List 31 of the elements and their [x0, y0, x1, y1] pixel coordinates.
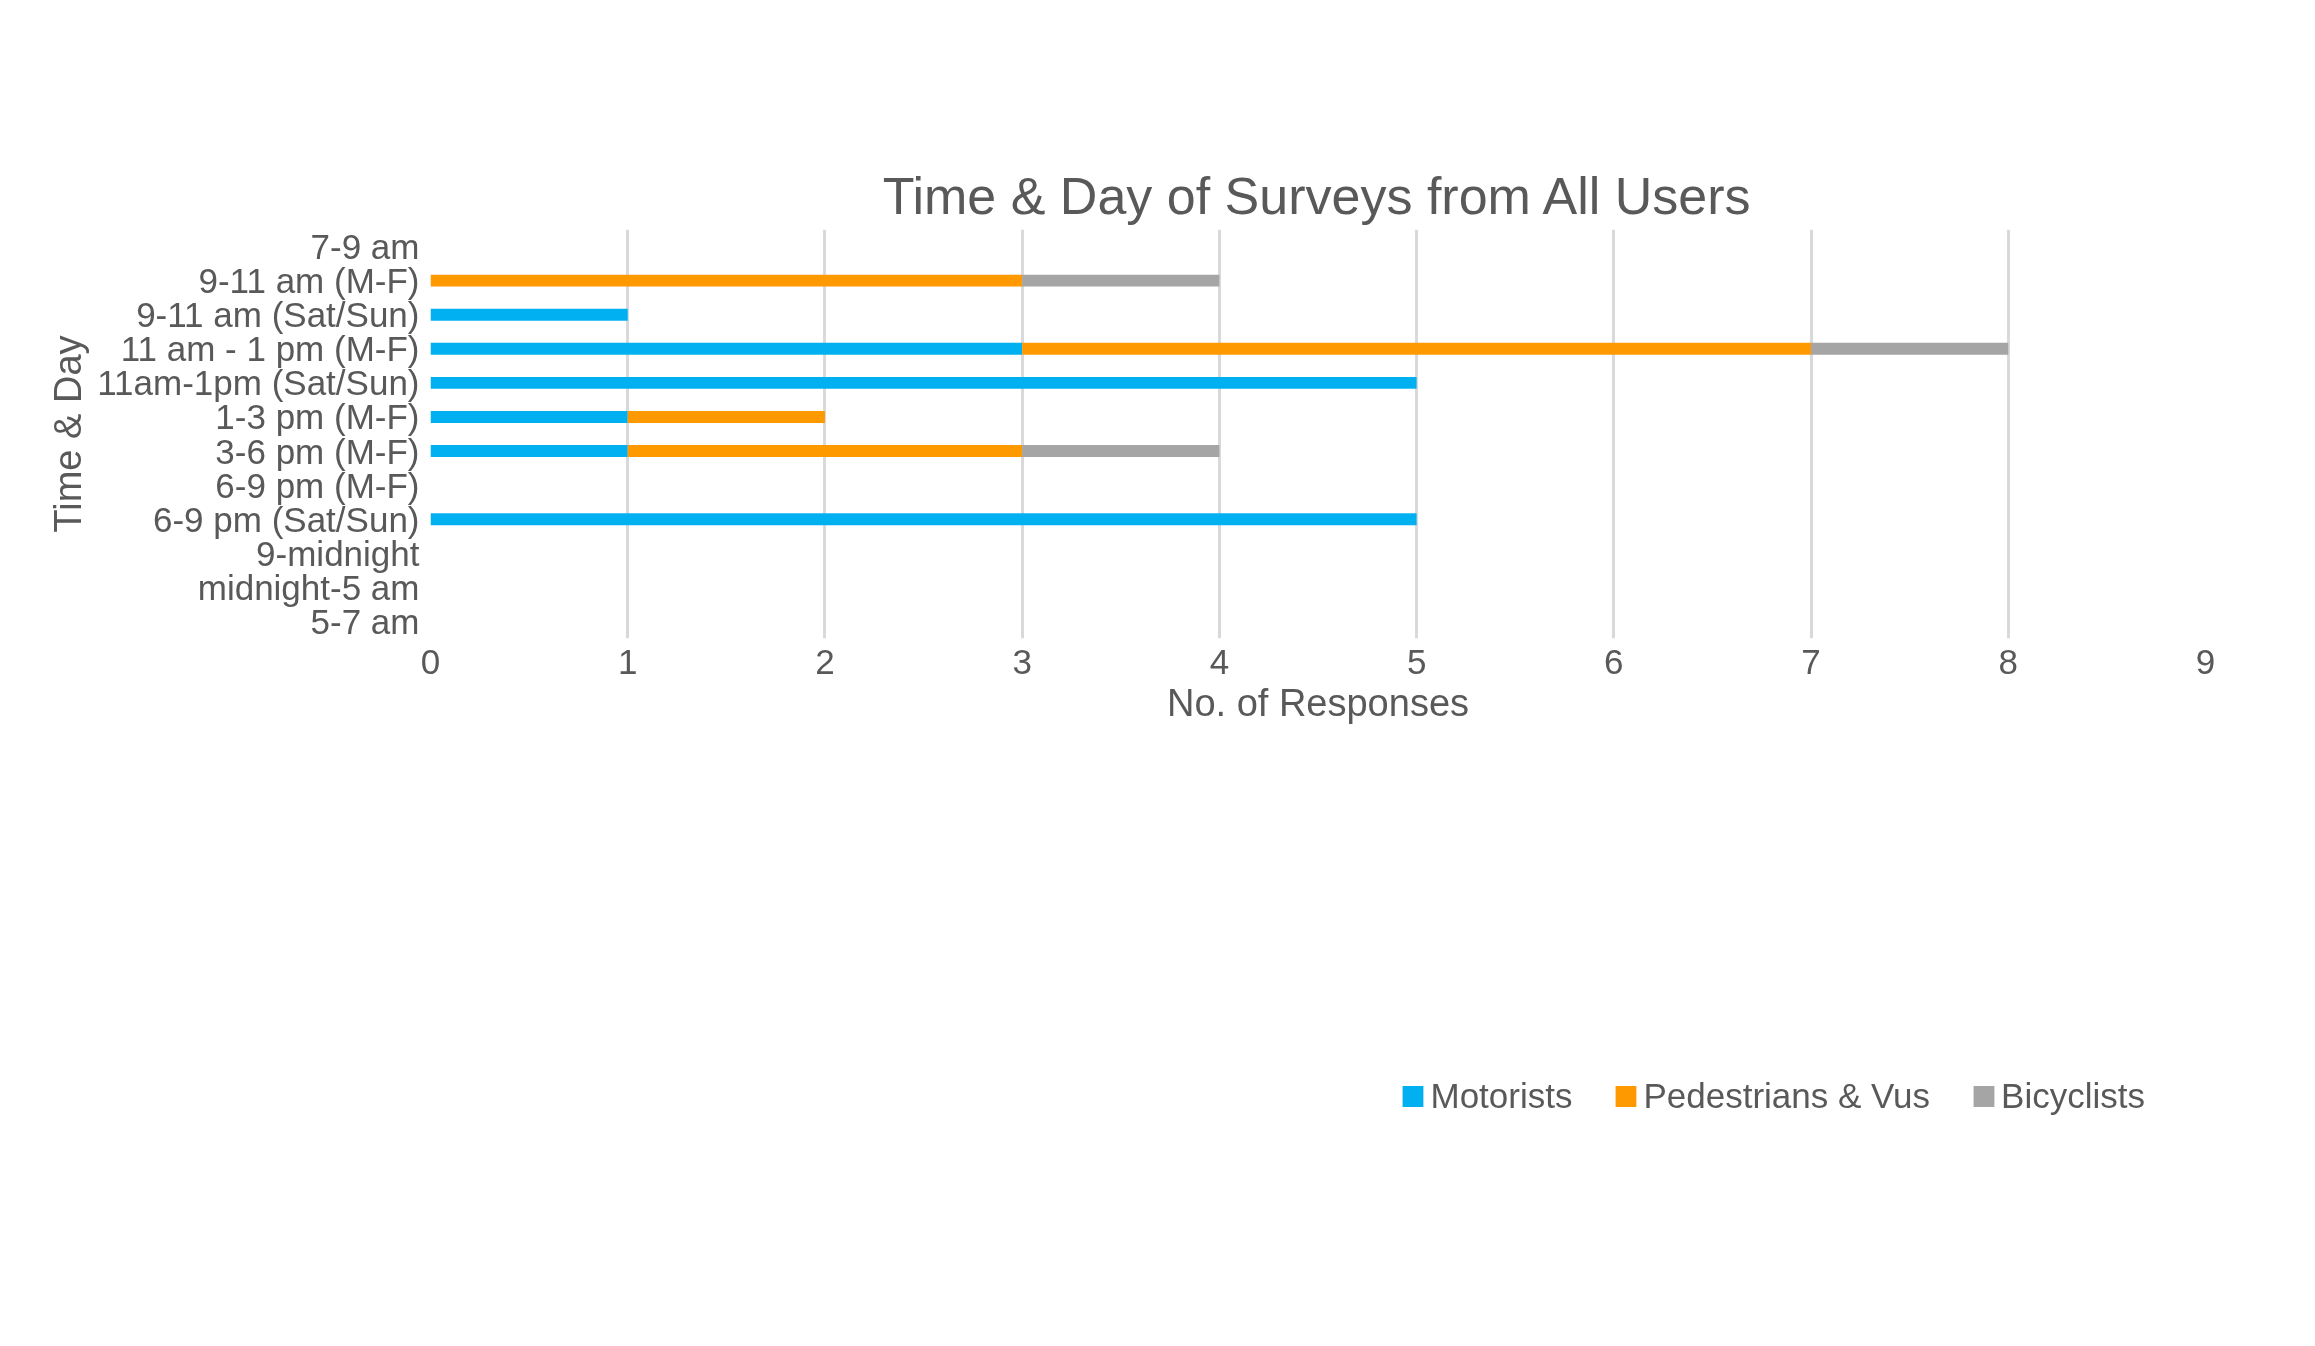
- bar: [1811, 342, 2009, 355]
- legend-label: Motorists: [1430, 1076, 1573, 1116]
- x-tick-label: 9: [2195, 641, 2216, 681]
- bar: [627, 445, 1023, 458]
- y-axis-title: Time & Day: [47, 335, 90, 533]
- bar: [430, 376, 1417, 389]
- x-tick-label: 0: [420, 641, 441, 681]
- x-tick-label: 7: [1801, 641, 1821, 681]
- y-tick-label: 5-7 am: [310, 601, 420, 641]
- x-tick-label: 3: [1012, 641, 1032, 681]
- bar: [1022, 445, 1220, 458]
- bar: [430, 308, 628, 321]
- bar: [430, 513, 1417, 526]
- x-tick-label: 4: [1209, 641, 1230, 681]
- legend-label: Pedestrians & Vus: [1643, 1076, 1931, 1116]
- x-tick-label: 5: [1406, 641, 1427, 681]
- x-axis-title: No. of Responses: [1166, 681, 1470, 724]
- bar: [430, 445, 628, 458]
- bar: [1022, 342, 1812, 355]
- x-tick-label: 6: [1604, 641, 1624, 681]
- bar: [430, 410, 628, 423]
- x-tick-label: 2: [815, 641, 835, 681]
- legend-label: Bicyclists: [2001, 1076, 2145, 1116]
- y-tick-label: 7-9 am: [310, 227, 420, 267]
- x-tick-label: 8: [1998, 641, 2019, 681]
- x-tick-label: 1: [617, 641, 638, 681]
- bar: [627, 410, 825, 423]
- chart-title: Time & Day of Surveys from All Users: [882, 166, 1751, 225]
- bar: [1022, 274, 1220, 287]
- bar: [430, 342, 1023, 355]
- bar: [430, 274, 1023, 287]
